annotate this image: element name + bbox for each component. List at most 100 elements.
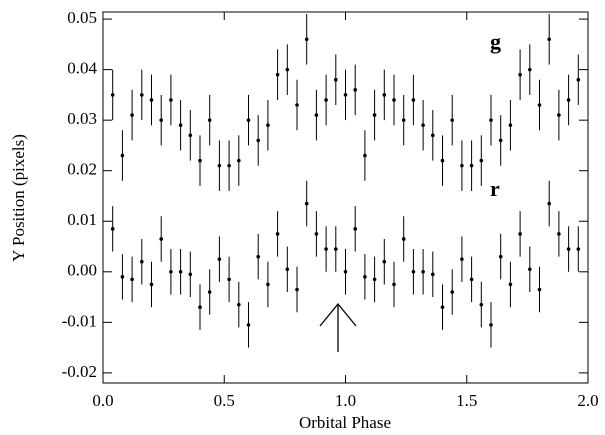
data-point: [198, 305, 202, 309]
data-point: [518, 232, 522, 236]
data-point: [159, 237, 163, 241]
data-point: [275, 232, 280, 236]
data-point: [363, 275, 367, 279]
y-axis-label: Y Position (pixels): [9, 134, 28, 262]
plot-frame: [102, 11, 589, 384]
data-point: [149, 98, 154, 102]
data-point: [421, 123, 425, 128]
data-point: [159, 118, 163, 122]
data-point: [363, 153, 367, 158]
data-point: [237, 158, 241, 163]
data-point: [392, 282, 396, 287]
data-point: [489, 118, 493, 122]
data-point: [421, 270, 425, 274]
data-point: [460, 163, 464, 168]
data-point: [489, 323, 493, 327]
y-tick-label: 0.02: [67, 160, 97, 179]
data-point: [169, 270, 173, 274]
data-point: [110, 93, 115, 97]
x-tick-label: 0.5: [214, 391, 235, 410]
data-point: [431, 133, 435, 138]
data-point: [295, 287, 299, 292]
data-point: [285, 267, 290, 272]
data-point: [343, 270, 348, 274]
data-point: [382, 93, 387, 97]
data-point: [334, 247, 338, 251]
data-point: [314, 232, 319, 236]
data-point: [566, 247, 571, 251]
data-point: [431, 272, 435, 277]
data-point: [576, 77, 581, 82]
data-point: [537, 287, 542, 292]
data-point: [120, 153, 125, 158]
arrow: [319, 302, 357, 352]
data-point: [518, 72, 522, 77]
data-point: [450, 290, 455, 294]
data-point: [547, 37, 551, 42]
data-point: [508, 282, 513, 287]
data-point: [401, 118, 406, 122]
data-point: [372, 113, 377, 117]
y-tick-label: -0.01: [62, 311, 97, 330]
data-point: [479, 302, 484, 307]
x-tick-label: 1.5: [456, 391, 477, 410]
data-point: [353, 227, 358, 231]
data-point: [440, 305, 445, 309]
data-point: [130, 113, 134, 117]
data-point: [217, 257, 222, 261]
data-point: [246, 323, 251, 327]
y-tick-label: 0.05: [67, 8, 97, 27]
data-point: [498, 138, 503, 143]
y-tick-label: -0.02: [62, 362, 97, 381]
data-point: [411, 270, 416, 274]
data-point: [275, 72, 280, 77]
data-point: [178, 270, 183, 274]
data-point: [140, 259, 144, 264]
x-tick-label: 0.0: [92, 391, 113, 410]
data-point: [460, 257, 464, 261]
data-point: [353, 88, 358, 92]
data-point: [130, 277, 134, 282]
data-point: [392, 98, 396, 102]
y-tick-label: 0.00: [67, 261, 97, 280]
data-point: [237, 302, 241, 307]
data-point: [188, 272, 193, 277]
data-point: [110, 227, 115, 231]
data-point: [372, 277, 377, 282]
data-point: [256, 254, 261, 259]
data-point: [334, 77, 338, 82]
data-point: [266, 282, 270, 287]
y-tick-label: 0.04: [67, 59, 97, 78]
data-point: [227, 163, 231, 168]
data-point: [440, 158, 445, 163]
data-point: [343, 93, 348, 97]
data-point: [537, 103, 542, 107]
data-point: [256, 138, 261, 143]
data-point: [169, 98, 173, 102]
data-point: [498, 254, 503, 259]
data-point: [188, 133, 193, 138]
data-point: [295, 103, 299, 107]
data-point: [207, 290, 212, 294]
data-point: [304, 201, 309, 206]
data-point: [469, 163, 474, 168]
data-point: [411, 98, 416, 102]
data-point: [576, 247, 581, 251]
data-point: [314, 113, 319, 117]
x-tick-label: 1.0: [335, 391, 356, 410]
data-point: [401, 237, 406, 241]
data-point: [508, 123, 513, 128]
data-point: [217, 163, 222, 168]
series-label: g: [490, 29, 501, 54]
series-label: r: [490, 176, 500, 201]
data-point: [324, 98, 328, 102]
data-point: [566, 98, 571, 102]
data-point: [324, 247, 328, 251]
data-point: [149, 282, 154, 287]
data-point: [207, 118, 212, 122]
data-point: [557, 232, 561, 236]
data-point: [120, 275, 125, 279]
x-tick-label: 2.0: [577, 391, 598, 410]
data-point: [469, 277, 474, 282]
